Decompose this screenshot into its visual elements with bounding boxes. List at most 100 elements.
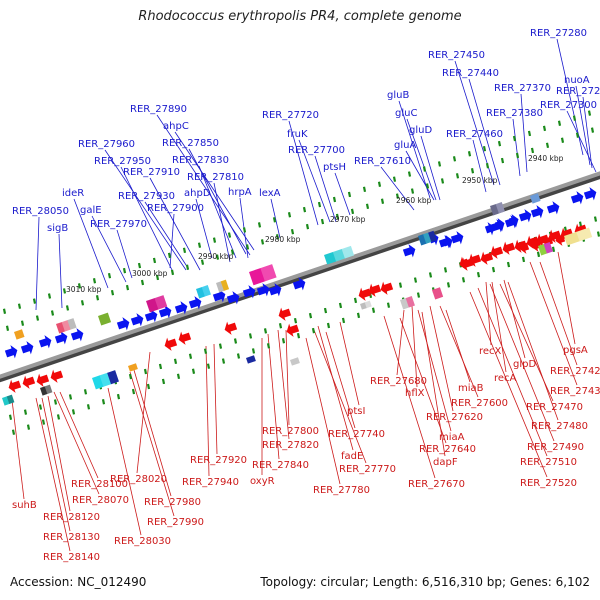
forward-gene-label: nuoA — [564, 75, 590, 86]
feature-box-segment — [332, 248, 346, 262]
forward-leader-line — [298, 139, 331, 223]
scale-tick — [356, 312, 361, 319]
scale-tick — [395, 193, 400, 199]
feature-box-segment — [98, 312, 112, 326]
scale-tick — [158, 363, 163, 370]
scale-tick — [101, 399, 106, 405]
scale-tick — [335, 213, 340, 220]
forward-leader-line — [380, 166, 415, 211]
scale-tick — [197, 242, 202, 248]
reverse-gene-label: pgsA — [563, 345, 588, 356]
reverse-gene-label: miaA — [439, 432, 465, 443]
scale-tick — [362, 186, 367, 193]
reverse-leader-line — [59, 391, 99, 479]
forward-gene — [450, 231, 464, 245]
forward-gene — [158, 305, 172, 319]
feature-box-segment — [260, 264, 277, 282]
feature-box — [418, 230, 437, 246]
scale-tick — [428, 272, 433, 278]
forward-gene — [402, 244, 416, 258]
scale-tick — [17, 303, 22, 309]
reverse-leader-line — [11, 399, 25, 500]
forward-gene-label: RER_27460 — [446, 129, 503, 140]
scale-tick — [380, 198, 385, 204]
forward-gene — [570, 191, 584, 205]
map-title: Rhodococcus erythropolis PR4, complete g… — [138, 9, 462, 24]
reverse-gene — [459, 256, 470, 270]
scale-tick — [293, 317, 298, 324]
feature-box-segment — [290, 357, 300, 366]
reverse-gene-label: suhB — [12, 500, 37, 511]
scale-tick — [128, 373, 133, 380]
scale-tick — [152, 257, 157, 264]
reverse-gene — [164, 337, 178, 351]
scale-tick — [200, 259, 205, 265]
scale-tick — [50, 310, 55, 316]
feature-box — [538, 242, 553, 256]
forward-leader-line — [195, 198, 213, 259]
reverse-gene-label: RER_28070 — [72, 495, 129, 506]
forward-leader-line — [398, 100, 431, 199]
scale-tick — [131, 388, 136, 395]
scale-tick — [260, 239, 265, 245]
forward-gene — [130, 313, 144, 327]
reverse-gene-label: RER_27470 — [526, 402, 583, 413]
scale-tick — [461, 277, 466, 283]
reverse-gene-label: RER_28100 — [71, 479, 128, 490]
forward-gene-label: RER_27900 — [147, 203, 204, 214]
feature-box — [216, 279, 230, 293]
forward-gene-label: RER_27850 — [162, 138, 219, 149]
reverse-gene-label: RER_27980 — [144, 497, 201, 508]
forward-leader-line — [420, 135, 441, 201]
scale-tick — [32, 298, 37, 304]
reverse-gene-label: RER_27420 — [550, 366, 600, 377]
scale-tick — [557, 120, 562, 126]
feature-box — [92, 370, 119, 390]
scale-tick — [266, 343, 271, 349]
reverse-gene — [358, 287, 372, 301]
forward-gene-label: fruK — [287, 129, 308, 140]
scale-tick — [497, 140, 502, 147]
forward-gene-label: RER_27950 — [94, 156, 151, 167]
scale-tick — [560, 137, 565, 143]
feature-box-segment — [13, 329, 25, 340]
forward-gene-label: RER_27720 — [262, 110, 319, 121]
forward-leader-line — [334, 172, 351, 216]
feature-box — [432, 287, 444, 300]
forward-gene — [70, 328, 84, 342]
scale-tick — [80, 300, 85, 306]
reverse-gene-label: RER_27640 — [419, 444, 476, 455]
scale-tick — [386, 302, 391, 308]
reverse-gene-label: RER_27840 — [252, 460, 309, 471]
scale-tick — [263, 328, 268, 334]
scale-tick — [11, 429, 16, 435]
scale-tick — [236, 353, 241, 359]
feature-box-segment — [107, 370, 119, 385]
forward-gene — [484, 222, 495, 236]
forward-leader-line — [104, 149, 187, 271]
forward-gene-label: ptsH — [323, 162, 346, 173]
reverse-gene-labels: pgsA RER_27420 RER_27430 recX glpD recA RER_27… — [12, 345, 600, 563]
forward-leader-line — [288, 120, 319, 226]
reverse-gene-label: RER_27820 — [262, 440, 319, 451]
reverse-gene-label: RER_28030 — [114, 536, 171, 547]
reverse-leader-line — [477, 287, 548, 457]
scale-tick — [281, 338, 286, 344]
scale-tick — [122, 267, 127, 274]
reverse-gene — [555, 232, 566, 246]
scale-tick — [341, 317, 346, 324]
forward-gene-label: RER_27450 — [428, 50, 485, 61]
reverse-leader-line — [417, 309, 452, 432]
reverse-gene — [519, 240, 530, 254]
reverse-gene — [178, 331, 192, 345]
scale-tick — [257, 222, 262, 228]
scale-tick — [407, 171, 412, 177]
reverse-gene-label: RER_27510 — [520, 457, 577, 468]
feature-box — [530, 193, 541, 204]
reverse-gene-label: RER_27680 — [370, 376, 427, 387]
reverse-gene-label: RER_27490 — [527, 442, 584, 453]
forward-leader-line — [116, 229, 133, 279]
scale-tick — [482, 145, 487, 152]
reverse-gene — [8, 379, 22, 393]
scale-tick — [422, 166, 427, 172]
